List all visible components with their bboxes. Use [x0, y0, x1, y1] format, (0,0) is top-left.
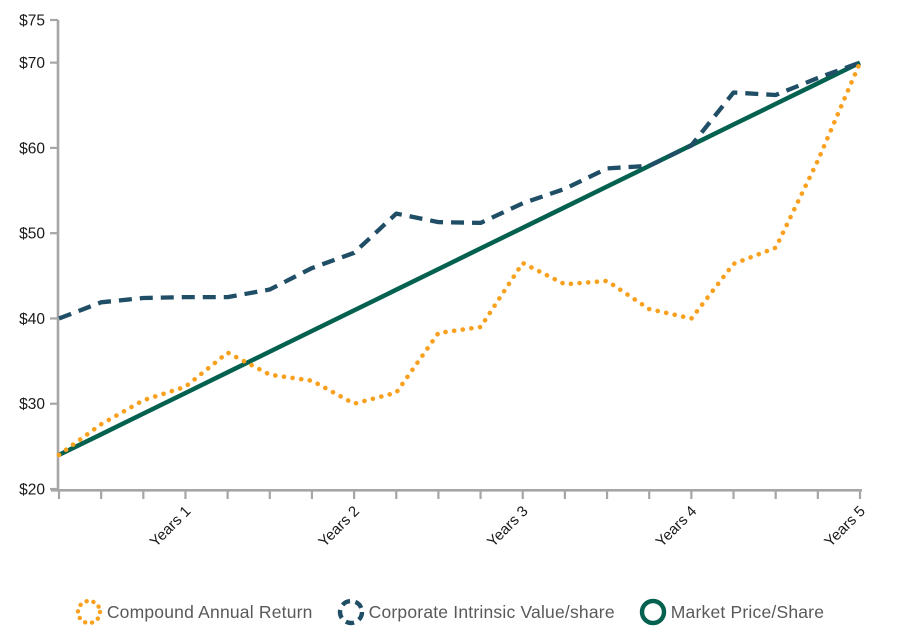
y-tick-label: $20 [19, 482, 45, 499]
x-tick-label: Years 3 [484, 503, 532, 551]
legend: Compound Annual Return Corporate Intrins… [0, 596, 897, 628]
legend-label: Corporate Intrinsic Value/share [368, 601, 615, 622]
x-tick-label: Years 4 [653, 503, 701, 551]
y-tick-label: $70 [19, 55, 45, 72]
y-tick-label: $50 [19, 226, 45, 243]
y-tick-label: $40 [19, 311, 45, 328]
legend-label: Market Price/Share [670, 601, 825, 622]
legend-item-corporate-intrinsic-value: Corporate Intrinsic Value/share [335, 596, 615, 628]
x-tick-label: Years 5 [821, 503, 869, 551]
legend-item-compound-annual-return: Compound Annual Return [73, 596, 313, 628]
y-tick-label: $30 [19, 396, 45, 413]
dashed-circle-icon [337, 598, 364, 626]
chart-area: $20 $30 $40 $50 $60 $70 $75 Years 1 Years 2 Years… [19, 13, 869, 551]
legend-item-market-price: Market Price/Share [637, 596, 824, 628]
line-chart: $20 $30 $40 $50 $60 $70 $75 Years 1 Years 2 Years… [19, 13, 869, 551]
dotted-circle-icon [75, 598, 103, 626]
x-tick-label: Years 2 [315, 503, 363, 551]
solid-circle-icon [639, 598, 666, 626]
series-line-corporate-intrinsic-value-share [58, 60, 861, 321]
y-tick-label: $60 [19, 140, 45, 157]
series-line-market-price-share [58, 60, 861, 457]
y-tick-label: $75 [19, 13, 45, 30]
legend-label: Compound Annual Return [106, 601, 313, 622]
x-tick-label: Years 1 [147, 503, 195, 551]
